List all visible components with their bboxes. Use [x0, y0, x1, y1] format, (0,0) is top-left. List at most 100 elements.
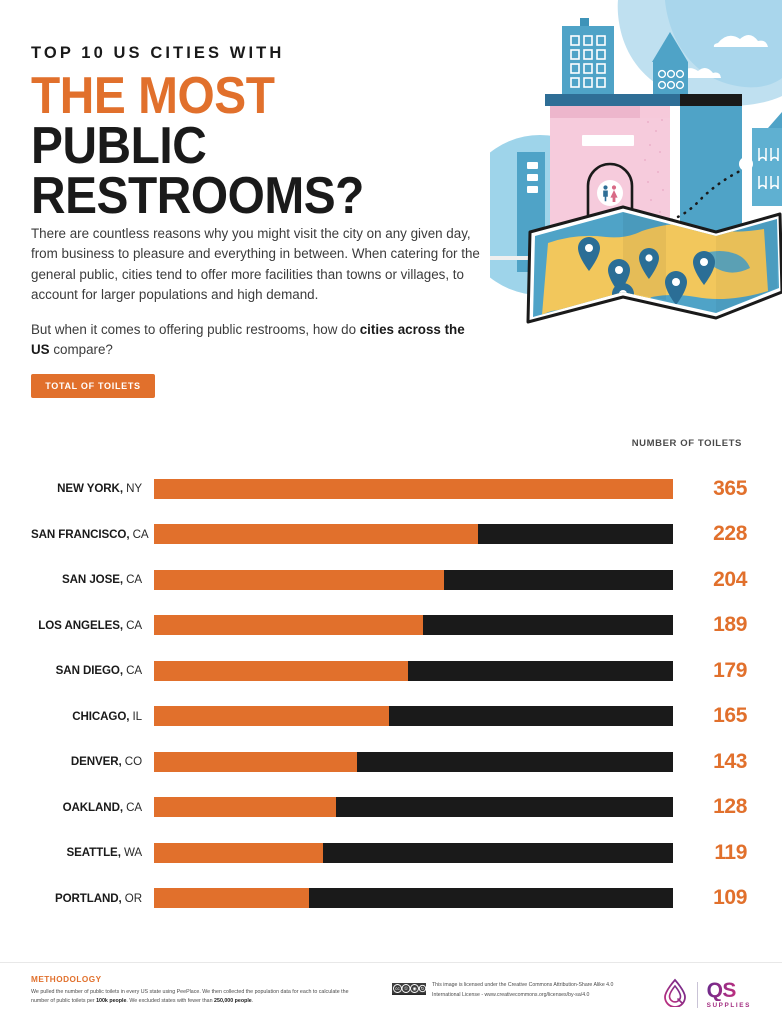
chart-row-label: PORTLAND, OR [31, 892, 154, 905]
page-title: THE MOST PUBLIC RESTROOMS? [31, 70, 454, 225]
chart-bar-fill [154, 524, 479, 545]
chart-row-value: 128 [713, 795, 747, 819]
chart-bar-fill [154, 706, 389, 727]
chart-column-header: NUMBER OF TOILETS [631, 438, 742, 449]
chart-bar-track [154, 797, 673, 818]
chart-bar-fill [154, 797, 337, 818]
city-illustration [490, 0, 782, 345]
chart-row-state: IL [132, 709, 143, 723]
chart-bar-track [154, 706, 673, 727]
license-text: This image is licensed under the Creativ… [432, 982, 614, 998]
chart-row-city: SEATTLE, [66, 846, 121, 860]
chart-row: SAN JOSE, CA 204 [31, 557, 747, 603]
chart-row-label: NEW YORK, NY [31, 482, 154, 495]
chart-row-label: CHICAGO, IL [31, 710, 154, 723]
chart-row: CHICAGO, IL 165 [31, 694, 747, 740]
chart-row-state: CA [126, 664, 142, 678]
chart-row-city: SAN DIEGO, [55, 664, 123, 678]
chart-row-state: CA [126, 800, 142, 814]
methodology-after: . [251, 998, 254, 1005]
chart-bar-fill [154, 478, 673, 499]
chart-row-city: NEW YORK, [57, 482, 123, 496]
intro-text: There are countless reasons why you migh… [31, 224, 483, 360]
brand-wordmark: QS SUPPLIES [707, 980, 751, 1009]
chart-row: PORTLAND, OR 109 [31, 876, 747, 922]
header-block: TOP 10 US CITIES WITH THE MOST PUBLIC RE… [31, 44, 491, 222]
chart-row-label: SEATTLE, WA [31, 846, 154, 859]
chart-row-state: NY [126, 482, 142, 496]
toilets-bar-chart: NEW YORK, NY 365 SAN FRANCISCO, CA 228 SAN J… [31, 466, 747, 921]
chart-row-value: 143 [713, 749, 747, 773]
headline-line2: RESTROOMS? [31, 166, 364, 225]
intro-paragraph-1: There are countless reasons why you migh… [31, 226, 480, 303]
methodology-body: We pulled the number of public toilets i… [31, 988, 361, 1007]
chart-row-state: CO [124, 755, 142, 769]
chart-row-city: LOS ANGELES, [38, 618, 123, 632]
qs-supplies-logo[interactable]: QS SUPPLIES [662, 977, 751, 1012]
brand-tagline: SUPPLIES [706, 1001, 751, 1009]
intro-p2-before: But when it comes to offering public res… [31, 321, 360, 337]
svg-text:◉: ◉ [413, 986, 417, 991]
methodology-title: METHODOLOGY [31, 975, 102, 984]
chart-row-value: 204 [713, 567, 747, 591]
logo-divider [696, 981, 698, 1008]
chart-row-value: 365 [713, 476, 747, 500]
svg-text:cc: cc [395, 986, 400, 991]
qs-droplet-icon [662, 977, 688, 1012]
methodology-bold-2: 250,000 people [214, 998, 252, 1005]
chart-row-label: SAN DIEGO, CA [31, 664, 154, 677]
chart-row: NEW YORK, NY 365 [31, 466, 747, 512]
methodology-before: We pulled the number of public toilets i… [31, 989, 349, 1005]
brand-name: QS [706, 978, 737, 1002]
chart-bar-track [154, 888, 673, 909]
chart-row-city: PORTLAND, [54, 891, 122, 905]
chart-row: SAN DIEGO, CA 179 [31, 648, 748, 694]
chart-row-city: DENVER, [70, 755, 122, 769]
chart-row-state: CA [132, 527, 149, 541]
chart-row: OAKLAND, CA 128 [31, 785, 748, 831]
intro-p2-after: compare? [49, 341, 113, 357]
chart-row-state: WA [123, 846, 142, 860]
chart-row-value: 119 [714, 840, 747, 864]
headline-rest: PUBLIC [31, 117, 207, 176]
methodology-block: METHODOLOGY We pulled the number of publ… [31, 975, 361, 1007]
chart-row-city: OAKLAND, [62, 800, 123, 814]
chart-bar-track [154, 660, 673, 681]
chart-bar-track [154, 615, 673, 636]
creative-commons-icon: cc ① ◉ ↻ [392, 982, 427, 1000]
page-footer: METHODOLOGY We pulled the number of publ… [0, 962, 782, 1024]
methodology-bold-1: 100k people [96, 998, 127, 1005]
chart-bar-fill [154, 842, 324, 863]
svg-text:①: ① [404, 986, 408, 991]
chart-bar-track [154, 569, 673, 590]
chart-row-label: SAN FRANCISCO, CA [31, 528, 154, 541]
page-kicker: TOP 10 US CITIES WITH [31, 44, 285, 62]
chart-row-value: 189 [713, 613, 747, 637]
chart-row-value: 179 [713, 658, 747, 682]
chart-bar-track [154, 842, 673, 863]
chart-row-label: OAKLAND, CA [31, 801, 154, 814]
chart-bar-track [154, 478, 673, 499]
chart-row-city: SAN JOSE, [62, 573, 123, 587]
chart-row-value: 109 [713, 886, 747, 910]
chart-bar-fill [154, 888, 310, 909]
intro-paragraph-2: But when it comes to offering public res… [31, 320, 483, 361]
license-block: cc ① ◉ ↻ This image is licensed under th… [392, 981, 613, 1000]
chart-row-label: DENVER, CO [31, 755, 154, 768]
tab-total-of-toilets[interactable]: TOTAL OF TOILETS [31, 374, 155, 398]
intro-p2-bold: cities across the US [31, 321, 465, 357]
chart-row-state: CA [126, 573, 142, 587]
svg-text:↻: ↻ [421, 986, 425, 991]
restroom-symbol-icon [603, 185, 618, 202]
chart-row-label: SAN JOSE, CA [31, 573, 154, 586]
chart-row-city: SAN FRANCISCO, [31, 527, 130, 541]
chart-bar-fill [154, 660, 409, 681]
chart-row-label: LOS ANGELES, CA [31, 619, 154, 632]
chart-bar-fill [154, 569, 445, 590]
headline-orange: THE MOST [31, 67, 275, 126]
chart-row: SEATTLE, WA 119 [31, 830, 747, 876]
methodology-mid: . We excluded states with fewer than [126, 998, 215, 1005]
chart-row: SAN FRANCISCO, CA 228 [31, 512, 747, 558]
chart-bar-track [154, 524, 673, 545]
